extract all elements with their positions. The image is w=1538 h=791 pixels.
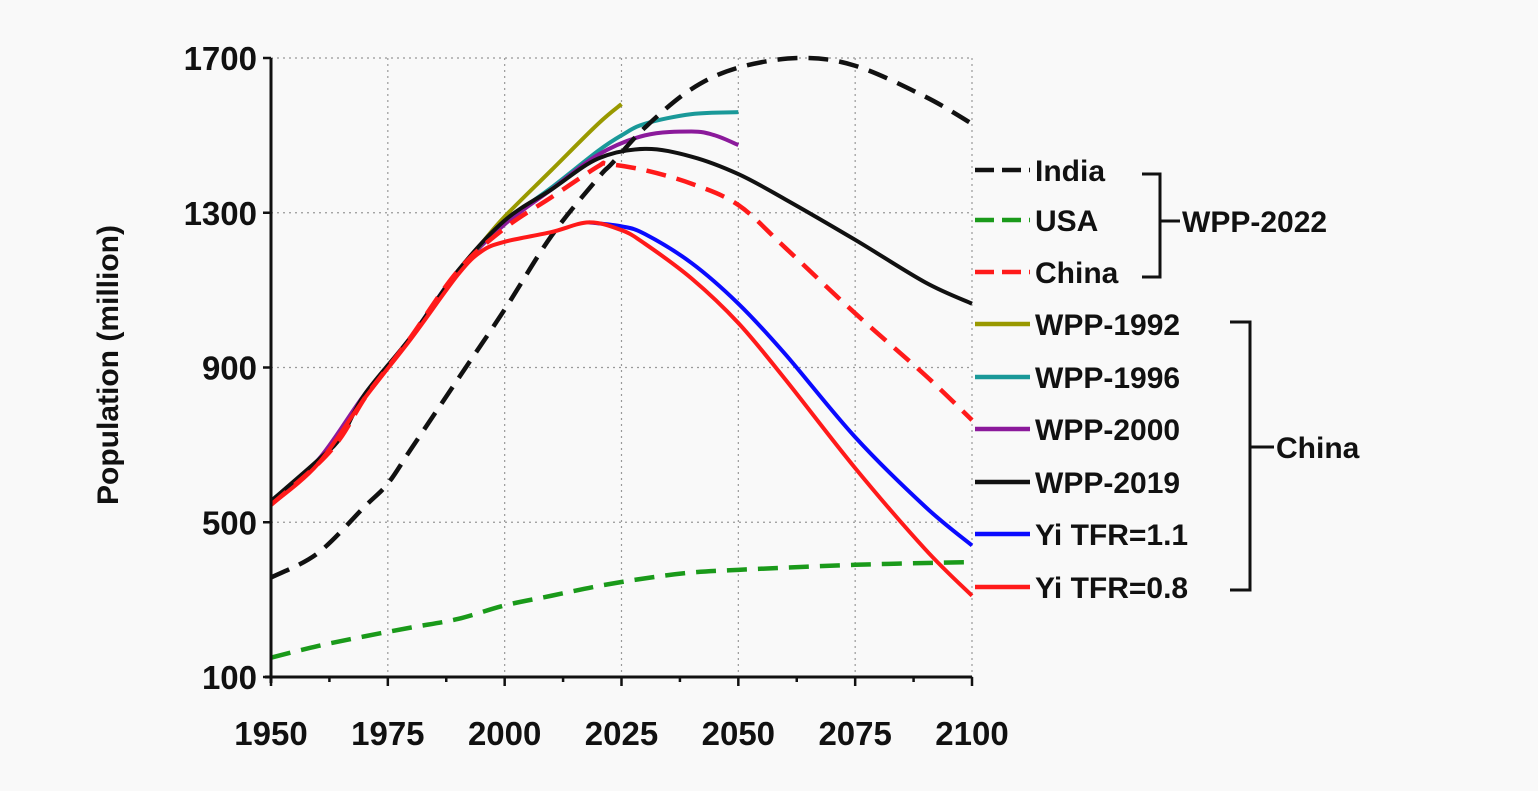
series-lines [269, 55, 974, 660]
series-line-usa [270, 559, 973, 660]
axes: 100 500 900 1300 1700 1950 1975 2000 2025 2050 207… [184, 40, 1009, 752]
y-tick-label: 100 [202, 659, 257, 696]
x-tick-label: 1950 [234, 715, 307, 752]
legend-label: USA [1035, 205, 1098, 238]
series-line-yi-tfr-0-8 [269, 220, 974, 598]
legend-label: WPP-1996 [1035, 362, 1180, 395]
y-tick-label: 500 [202, 504, 257, 541]
series-line-india [269, 55, 974, 580]
legend-label: Yi TFR=0.8 [1035, 572, 1188, 605]
series-line-yi-tfr-1-1 [588, 220, 974, 548]
legend: India USA China WPP-1992 WPP-1996 WPP-2000 WPP… [975, 155, 1360, 605]
legend-label: India [1035, 155, 1105, 188]
legend-group-label: China [1276, 432, 1360, 465]
y-tick-label: 1700 [184, 40, 257, 77]
legend-group-label: WPP-2022 [1182, 206, 1327, 239]
x-tick-label: 2025 [585, 715, 658, 752]
grid [271, 57, 973, 677]
y-tick-label: 1300 [184, 195, 257, 232]
y-axis-label: Population (million) [92, 225, 125, 505]
x-tick-label: 2100 [935, 715, 1008, 752]
legend-label: WPP-2019 [1035, 467, 1180, 500]
x-tick-label: 1975 [351, 715, 424, 752]
legend-label: WPP-2000 [1035, 414, 1180, 447]
legend-label: China [1035, 257, 1119, 290]
legend-group-bracket [1142, 172, 1180, 279]
series-line-wpp-1996 [456, 110, 739, 273]
x-tick-label: 2050 [702, 715, 775, 752]
y-tick-label: 900 [202, 350, 257, 387]
x-tick-label: 2000 [468, 715, 541, 752]
legend-group-bracket [1230, 320, 1274, 592]
x-tick-label: 2075 [818, 715, 891, 752]
legend-label: Yi TFR=1.1 [1035, 519, 1188, 552]
legend-label: WPP-1992 [1035, 309, 1180, 342]
